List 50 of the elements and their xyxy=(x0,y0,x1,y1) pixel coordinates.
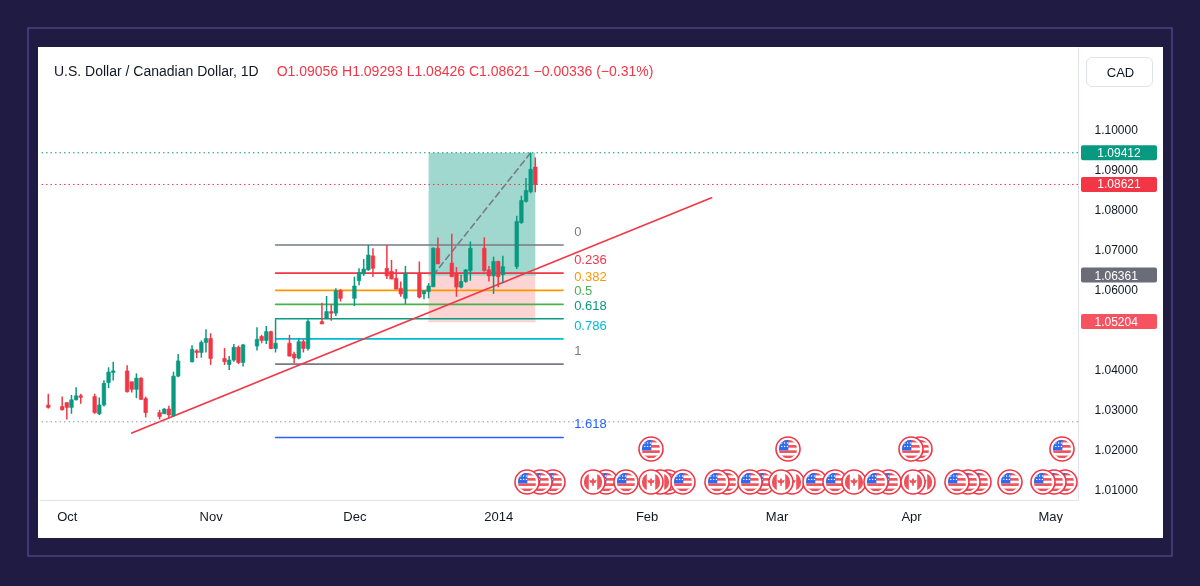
candlestick xyxy=(319,302,325,325)
y-tick-label: 1.07000 xyxy=(1094,242,1139,257)
candlestick xyxy=(134,372,139,399)
y-tick-label: 1.01000 xyxy=(1094,483,1139,498)
candlestick xyxy=(500,255,505,284)
candlestick xyxy=(329,303,334,322)
y-tick-label: 1.08000 xyxy=(1094,202,1139,217)
text: O1.09056 H1.09293 L1.08426 C1.08621 −0.00336 (−0.31%) xyxy=(276,63,654,79)
candlestick xyxy=(240,343,246,368)
candlestick xyxy=(491,255,496,295)
x-tick-label: Mar xyxy=(765,508,789,524)
x-tick-label: Apr xyxy=(901,508,923,524)
x-tick-label: Oct xyxy=(57,508,78,524)
y-tick-label: 1.04000 xyxy=(1094,363,1139,378)
y-tick-label: 1.10000 xyxy=(1094,122,1139,137)
candlestick xyxy=(236,344,241,365)
y-tick-label: 1.06000 xyxy=(1094,283,1139,298)
candlestick xyxy=(352,275,357,307)
y-tick-label: 1.09000 xyxy=(1094,162,1139,177)
series-label: 0.5 xyxy=(574,283,593,299)
candlestick xyxy=(208,332,213,366)
series-label: 0.618 xyxy=(574,297,607,313)
x-tick-label: Dec xyxy=(343,508,367,524)
candlestick xyxy=(533,156,538,194)
series-label: 0.382 xyxy=(574,269,607,285)
candlestick xyxy=(435,236,440,265)
series-label: 0.236 xyxy=(574,252,607,268)
series-label: 0.786 xyxy=(574,317,607,333)
text: U.S. Dollar / Canadian Dollar, 1D xyxy=(54,63,259,79)
candlestick xyxy=(92,393,97,415)
x-tick-label: Feb xyxy=(635,508,659,524)
candlestick xyxy=(264,325,269,345)
candlestick xyxy=(254,326,260,352)
x-tick-label: 2014 xyxy=(484,508,514,524)
y-tick-label: 1.02000 xyxy=(1094,443,1139,458)
candlestick xyxy=(125,364,130,394)
series-label: 1 xyxy=(574,343,582,359)
ref-line-label: 1.09412 xyxy=(1097,145,1142,160)
ref-line-label: 1.08621 xyxy=(1097,177,1142,192)
candlestick xyxy=(203,328,209,354)
series-label: 1.618 xyxy=(574,416,607,432)
y-axis-title: CAD xyxy=(1106,64,1135,80)
series-label: 0 xyxy=(574,224,582,240)
x-tick-label: Nov xyxy=(199,508,224,524)
x-tick-label: May xyxy=(1038,508,1064,524)
candlestick xyxy=(496,259,501,288)
y-tick-label: 1.03000 xyxy=(1094,403,1139,418)
y-tick-label: 1.06361 xyxy=(1094,268,1139,283)
y-tick-label: 1.05204 xyxy=(1094,314,1139,329)
candlestick xyxy=(333,287,338,317)
